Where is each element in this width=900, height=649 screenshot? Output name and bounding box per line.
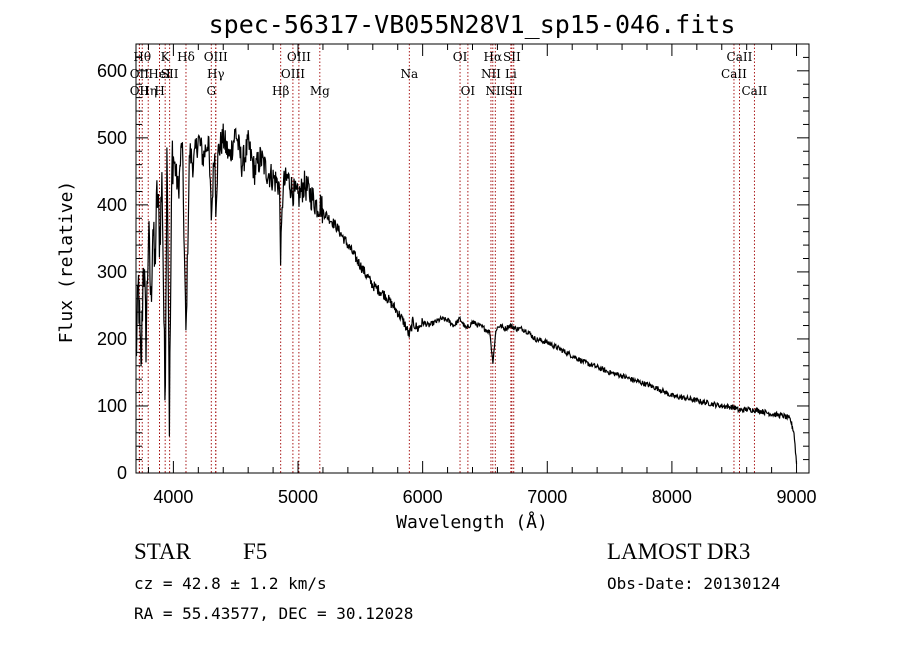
line-label-19: Hα xyxy=(484,50,503,64)
ytick-label-3: 300 xyxy=(97,262,127,282)
redshift-value: cz = 42.8 ± 1.2 km/s xyxy=(134,574,327,593)
line-label-10: Hγ xyxy=(207,67,225,81)
line-label-22: SII xyxy=(503,50,521,64)
line-label-25: CaII xyxy=(727,50,753,64)
line-label-26: CaII xyxy=(721,67,747,81)
spectral-line-markers xyxy=(138,44,755,473)
x-tick-labels: 4000 5000 6000 7000 8000 9000 xyxy=(153,487,816,507)
line-label-23: Li xyxy=(505,67,517,81)
xtick-label-2: 6000 xyxy=(403,487,443,507)
ytick-label-1: 100 xyxy=(97,396,127,416)
observation-date: Obs-Date: 20130124 xyxy=(607,574,781,593)
axis-ticks xyxy=(136,44,809,474)
ytick-label-5: 500 xyxy=(97,128,127,148)
line-label-27: CaII xyxy=(741,84,767,98)
line-label-3: Hη xyxy=(139,84,157,98)
line-label-15: Mg xyxy=(310,84,330,98)
xtick-label-3: 7000 xyxy=(527,487,567,507)
y-axis-label: Flux (relative) xyxy=(56,181,77,344)
ytick-label-6: 600 xyxy=(97,61,127,81)
line-label-14: OIII xyxy=(281,67,305,81)
line-label-6: K xyxy=(161,50,171,64)
xtick-label-0: 4000 xyxy=(153,487,193,507)
xtick-label-1: 5000 xyxy=(278,487,318,507)
line-label-9: OIII xyxy=(204,50,228,64)
spectrum-line xyxy=(135,123,798,464)
line-label-0: Hθ xyxy=(133,50,151,64)
line-label-12: Hβ xyxy=(272,84,289,98)
line-label-8: Hδ xyxy=(177,50,195,64)
line-label-2: OII xyxy=(130,84,150,98)
object-class: STAR xyxy=(134,539,191,564)
object-subclass: F5 xyxy=(243,539,268,564)
line-label-17: OI xyxy=(453,50,468,64)
survey-name: LAMOST DR3 xyxy=(607,539,751,564)
y-tick-labels: 0 100 200 300 400 500 600 xyxy=(97,61,127,483)
ytick-label-0: 0 xyxy=(117,463,127,483)
xtick-label-4: 8000 xyxy=(652,487,692,507)
line-label-4: HeI xyxy=(148,67,171,81)
line-label-24: SII xyxy=(505,84,523,98)
xtick-label-5: 9000 xyxy=(777,487,817,507)
line-label-21: NII xyxy=(485,84,505,98)
line-label-1: OII xyxy=(130,67,150,81)
line-label-11: G xyxy=(206,84,216,98)
line-label-16: Na xyxy=(400,67,418,81)
line-label-20: NII xyxy=(481,67,501,81)
chart-title: spec-56317-VB055N28V1_sp15-046.fits xyxy=(209,10,736,39)
line-label-7: SII xyxy=(161,67,179,81)
x-axis-label: Wavelength (Å) xyxy=(396,511,548,533)
line-label-18: OI xyxy=(461,84,476,98)
sky-coordinates: RA = 55.43577, DEC = 30.12028 xyxy=(134,604,414,623)
ytick-label-4: 400 xyxy=(97,195,127,215)
plot-frame xyxy=(135,43,810,474)
line-label-13: OIII xyxy=(287,50,311,64)
ytick-label-2: 200 xyxy=(97,329,127,349)
line-label-5: H xyxy=(154,84,164,98)
